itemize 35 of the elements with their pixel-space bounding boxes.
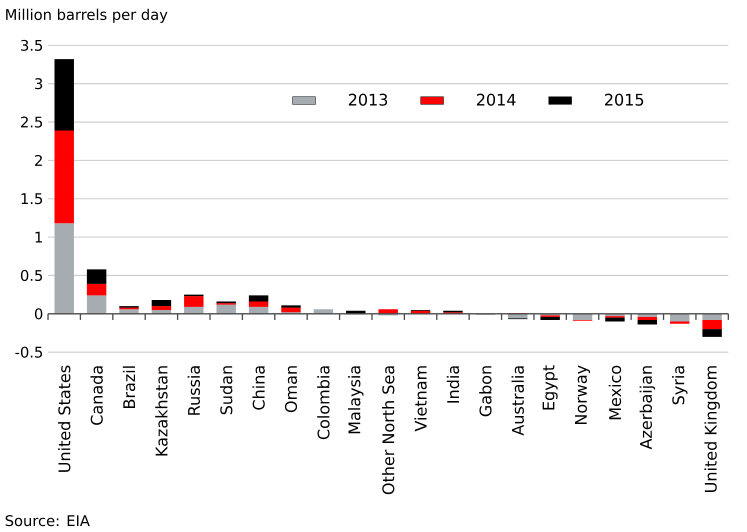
x-tick-label: India bbox=[446, 366, 460, 402]
legend-label: 2013 bbox=[348, 94, 388, 106]
x-tick-label: Egypt bbox=[542, 365, 558, 410]
y-tick-label: 0 bbox=[34, 308, 42, 320]
y-tick-label: 1.5 bbox=[22, 193, 42, 204]
x-tick-label: Canada bbox=[90, 366, 103, 425]
y-tick-label: 3 bbox=[35, 78, 42, 90]
y-tick-label: 2 bbox=[35, 154, 42, 166]
legend-label: 2014 bbox=[476, 94, 516, 106]
x-tick-label: Other North Sea bbox=[382, 366, 394, 494]
x-tick-label: Mexico bbox=[608, 366, 622, 420]
x-tick-label: Norway bbox=[575, 365, 590, 424]
x-tick-label: Syria bbox=[672, 366, 688, 404]
x-tick-label: Sudan bbox=[220, 366, 232, 414]
x-tick-label: Kazakhstan bbox=[155, 366, 168, 456]
source-note: Source: EIA bbox=[6, 514, 90, 526]
y-tick-label: 3.5 bbox=[21, 40, 42, 51]
x-tick-label: Oman bbox=[284, 366, 298, 412]
x-tick-label: Gabon bbox=[479, 366, 492, 416]
x-tick-label: United Kingdom bbox=[704, 366, 720, 492]
x-tick-label: Vietnam bbox=[414, 366, 427, 432]
y-axis-title: Million barrels per day bbox=[6, 8, 168, 23]
x-tick-label: China bbox=[252, 366, 265, 410]
y-tick-label: 1 bbox=[36, 232, 42, 242]
x-tick-label: Colombia bbox=[317, 366, 330, 440]
y-tick-label: -0.5 bbox=[15, 346, 42, 358]
x-tick-label: United States bbox=[58, 366, 70, 472]
x-tick-label: Brazil bbox=[122, 366, 136, 408]
x-tick-label: Azerbaijan bbox=[640, 366, 656, 450]
y-tick-label: 0.5 bbox=[20, 270, 42, 281]
x-tick-label: Malaysia bbox=[348, 366, 364, 434]
x-tick-label: Australia bbox=[512, 366, 524, 436]
legend-label: 2015 bbox=[605, 94, 644, 106]
y-tick-label: 2.5 bbox=[21, 116, 42, 128]
x-tick-label: Russia bbox=[188, 366, 200, 415]
